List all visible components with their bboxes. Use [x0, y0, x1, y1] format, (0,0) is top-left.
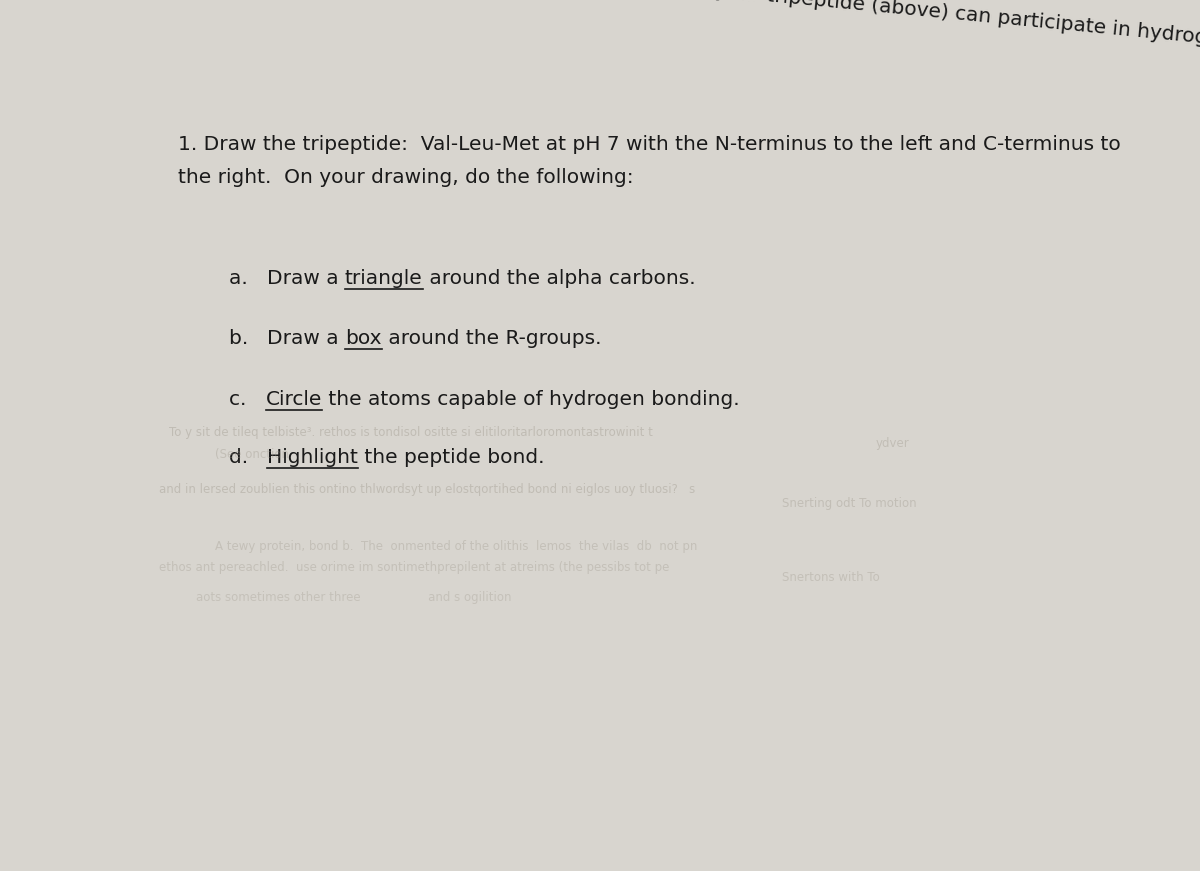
- Text: triangle: triangle: [344, 269, 422, 287]
- Text: around the R-groups.: around the R-groups.: [382, 329, 601, 348]
- Text: the atoms capable of hydrogen bonding.: the atoms capable of hydrogen bonding.: [322, 389, 739, 408]
- Text: Snerting odt To motion: Snerting odt To motion: [782, 496, 917, 510]
- Text: and in lersed zoublien this ontino thlwordsyt up elostqortihed bond ni eiglos uo: and in lersed zoublien this ontino thlwo…: [160, 483, 696, 496]
- Text: (See onction: (See onction: [215, 448, 289, 461]
- Text: the peptide bond.: the peptide bond.: [358, 448, 545, 467]
- Text: b.: b.: [229, 329, 268, 348]
- Text: A tewy protein, bond b.  The  onmented of the olithis  lemos  the vilas  db  not: A tewy protein, bond b. The onmented of …: [215, 540, 697, 553]
- Text: 1. Draw the tripeptide:  Val-Leu-Met at pH 7 with the N-terminus to the left and: 1. Draw the tripeptide: Val-Leu-Met at p…: [178, 135, 1121, 153]
- Text: Circle: Circle: [265, 389, 322, 408]
- Text: around the alpha carbons.: around the alpha carbons.: [422, 269, 695, 287]
- Text: To y sit de tileq telbiste³. rethos is tondisol ositte si elitiloritarloromontas: To y sit de tileq telbiste³. rethos is t…: [168, 427, 653, 440]
- Text: the right.  On your drawing, do the following:: the right. On your drawing, do the follo…: [178, 168, 634, 187]
- Text: Draw a: Draw a: [266, 269, 344, 287]
- Text: 2. What specific atoms in your tripeptide (above) can participate in hydrogen bo: 2. What specific atoms in your tripeptid…: [454, 0, 1200, 60]
- Text: Draw a: Draw a: [268, 329, 346, 348]
- Text: c.: c.: [229, 389, 265, 408]
- Text: ethos ant pereachled.  use orime im sontimethprepilent at atreims (the pessibs t: ethos ant pereachled. use orime im sonti…: [160, 561, 670, 574]
- Text: Highlight: Highlight: [268, 448, 358, 467]
- Text: aots sometimes other three                  and s ogilition: aots sometimes other three and s ogiliti…: [197, 591, 512, 604]
- Text: d.: d.: [229, 448, 268, 467]
- Text: box: box: [346, 329, 382, 348]
- Text: a.: a.: [229, 269, 266, 287]
- Text: ydver: ydver: [876, 436, 910, 449]
- Text: Snertons with To: Snertons with To: [782, 571, 880, 584]
